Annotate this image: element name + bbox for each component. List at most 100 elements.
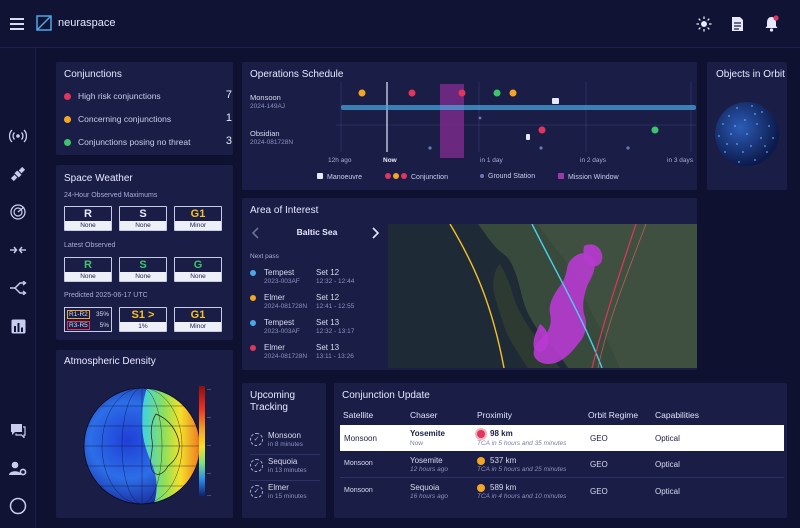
radar-icon[interactable] <box>7 202 29 222</box>
satellite-id: 2024-081728N <box>250 139 294 146</box>
scale-value: G <box>193 259 203 271</box>
manoeuvre-swatch <box>317 173 323 179</box>
divider <box>250 454 320 455</box>
row-divider <box>340 477 784 478</box>
cell-satellite: Monsoon <box>344 460 373 467</box>
conjunction-row-concerning[interactable]: Concerning conjunctions 1 <box>64 112 232 127</box>
latest-s-box[interactable]: S None <box>119 257 167 282</box>
r3-label: R3-R5 <box>67 321 90 330</box>
observed-g-box[interactable]: G1 Minor <box>174 206 222 231</box>
svg-text:—: — <box>207 470 211 475</box>
density-globe[interactable]: — — — — — <box>56 374 233 514</box>
conjunction-row-high[interactable]: High risk conjunctions 7 <box>64 89 232 104</box>
conjunctions-title: Conjunctions <box>64 69 122 80</box>
pass-dot <box>250 295 256 301</box>
arrows-merge-icon[interactable] <box>7 240 29 260</box>
satellite-icon[interactable] <box>7 164 29 184</box>
cell-chaser-time: Now <box>410 440 424 447</box>
schedule-timeline[interactable] <box>336 80 696 160</box>
scale-level: 1% <box>120 322 166 331</box>
user-settings-icon[interactable] <box>7 458 29 478</box>
pass-satellite: Elmer <box>264 343 285 352</box>
high-risk-dot <box>64 93 71 100</box>
pass-row[interactable]: Tempest 2023-003AF Set 12 12:32 - 12:44 <box>250 268 374 290</box>
conjunction-swatch-green <box>401 173 407 179</box>
observed-r-box[interactable]: R None <box>64 206 112 231</box>
scale-value: R <box>84 208 92 220</box>
scale-level: None <box>120 221 166 230</box>
scale-value: S <box>139 259 147 271</box>
axis-label: in 1 day <box>480 157 503 164</box>
predicted-g-box[interactable]: G1 Minor <box>174 307 222 332</box>
conjunction-label: Conjunctions posing no threat <box>78 137 191 147</box>
cell-proximity: 537 km <box>490 456 517 465</box>
chevron-right-icon[interactable] <box>370 226 380 239</box>
cell-orbit-regime: GEO <box>590 460 608 469</box>
cell-tca: TCA in 5 hours and 25 minutes <box>477 466 567 473</box>
predicted-r1-row: R1-R2 35% <box>67 310 109 319</box>
chevron-left-icon[interactable] <box>251 226 261 239</box>
observed-s-box[interactable]: S None <box>119 206 167 231</box>
operations-schedule-panel: Operations Schedule Monsoon 2024-149AJ O… <box>242 62 697 190</box>
legend-manoeuvre: Manoeuvre <box>317 173 362 181</box>
sun-icon[interactable] <box>696 16 712 32</box>
axis-label: 12h ago <box>328 157 352 164</box>
tracking-item[interactable]: ✓ Elmer in 15 minutes <box>250 483 326 505</box>
satellite-row-obsidian[interactable]: Obsidian 2024-081728N <box>250 129 330 149</box>
latest-r-box[interactable]: R None <box>64 257 112 282</box>
conjunction-update-title: Conjunction Update <box>342 390 430 401</box>
circle-icon[interactable] <box>7 496 29 516</box>
satellite-row-monsoon[interactable]: Monsoon 2024-149AJ <box>250 93 330 113</box>
area-map[interactable] <box>388 224 697 368</box>
pass-date: Set 13 <box>316 318 340 327</box>
scale-value: S1 > <box>131 309 155 321</box>
cell-satellite: Monsoon <box>344 434 377 443</box>
branch-icon[interactable] <box>7 278 29 298</box>
pass-date: Set 12 <box>316 268 340 277</box>
menu-icon[interactable] <box>10 18 24 30</box>
tracking-satellite: Sequoia <box>268 457 298 466</box>
pass-row[interactable]: Elmer 2024-081728N Set 12 12:41 - 12:55 <box>250 293 374 315</box>
scale-value: G1 <box>190 208 206 220</box>
cell-tca: TCA in 4 hours and 10 minutes <box>477 493 567 500</box>
proximity-dot <box>477 430 485 438</box>
orbit-globe[interactable] <box>707 86 787 186</box>
table-row[interactable]: Monsoon Yosemite Now 98 km TCA in 5 hour… <box>340 425 784 451</box>
scale-level: None <box>120 272 166 281</box>
table-row[interactable]: Monsoon Yosemite 12 hours ago 537 km TCA… <box>340 453 784 477</box>
chat-icon[interactable] <box>7 420 29 440</box>
observed-max-label: 24-Hour Observed Maximums <box>64 192 158 199</box>
legend-label: Manoeuvre <box>327 174 363 181</box>
legend-conjunction: Conjunction <box>385 173 448 181</box>
cell-capability: Optical <box>655 487 680 496</box>
col-header-satellite: Satellite <box>343 410 374 420</box>
document-icon[interactable] <box>731 16 744 32</box>
pass-dot <box>250 270 256 276</box>
table-row[interactable]: Monsoon Sequoia 16 hours ago 589 km TCA … <box>340 480 784 504</box>
conjunction-row-no-threat[interactable]: Conjunctions posing no threat 3 <box>64 135 232 150</box>
upcoming-tracking-title-line2: Tracking <box>250 402 288 413</box>
tracking-item[interactable]: ✓ Sequoia in 13 minutes <box>250 457 326 479</box>
cell-satellite: Monsoon <box>344 487 373 494</box>
conjunction-count: 1 <box>225 112 232 124</box>
predicted-s-box[interactable]: S1 > 1% <box>119 307 167 332</box>
bell-icon[interactable] <box>764 15 779 32</box>
atmospheric-density-panel: Atmospheric Density <box>56 350 233 518</box>
pass-date: Set 12 <box>316 293 340 302</box>
sidebar <box>0 48 36 528</box>
pass-row[interactable]: Elmer 2024-081728N Set 13 13:11 - 13:26 <box>250 343 374 365</box>
bar-chart-icon[interactable] <box>7 316 29 336</box>
atmospheric-density-title: Atmospheric Density <box>64 356 156 367</box>
col-header-chaser: Chaser <box>410 410 438 420</box>
predicted-r-box[interactable]: R1-R2 35% R3-R5 5% <box>64 307 112 332</box>
cell-chaser: Yosemite <box>410 429 445 438</box>
tracking-item[interactable]: ✓ Monsoon in 8 minutes <box>250 431 326 453</box>
pass-satellite-id: 2023-003AF <box>264 328 300 335</box>
pass-row[interactable]: Tempest 2023-003AF Set 13 12:32 - 13:17 <box>250 318 374 340</box>
antenna-icon[interactable] <box>7 126 29 146</box>
cell-capability: Optical <box>655 460 680 469</box>
satellite-id: 2024-149AJ <box>250 103 286 110</box>
latest-g-box[interactable]: G None <box>174 257 222 282</box>
mission-window-swatch <box>558 173 564 179</box>
latest-observed-label: Latest Observed <box>64 242 116 249</box>
